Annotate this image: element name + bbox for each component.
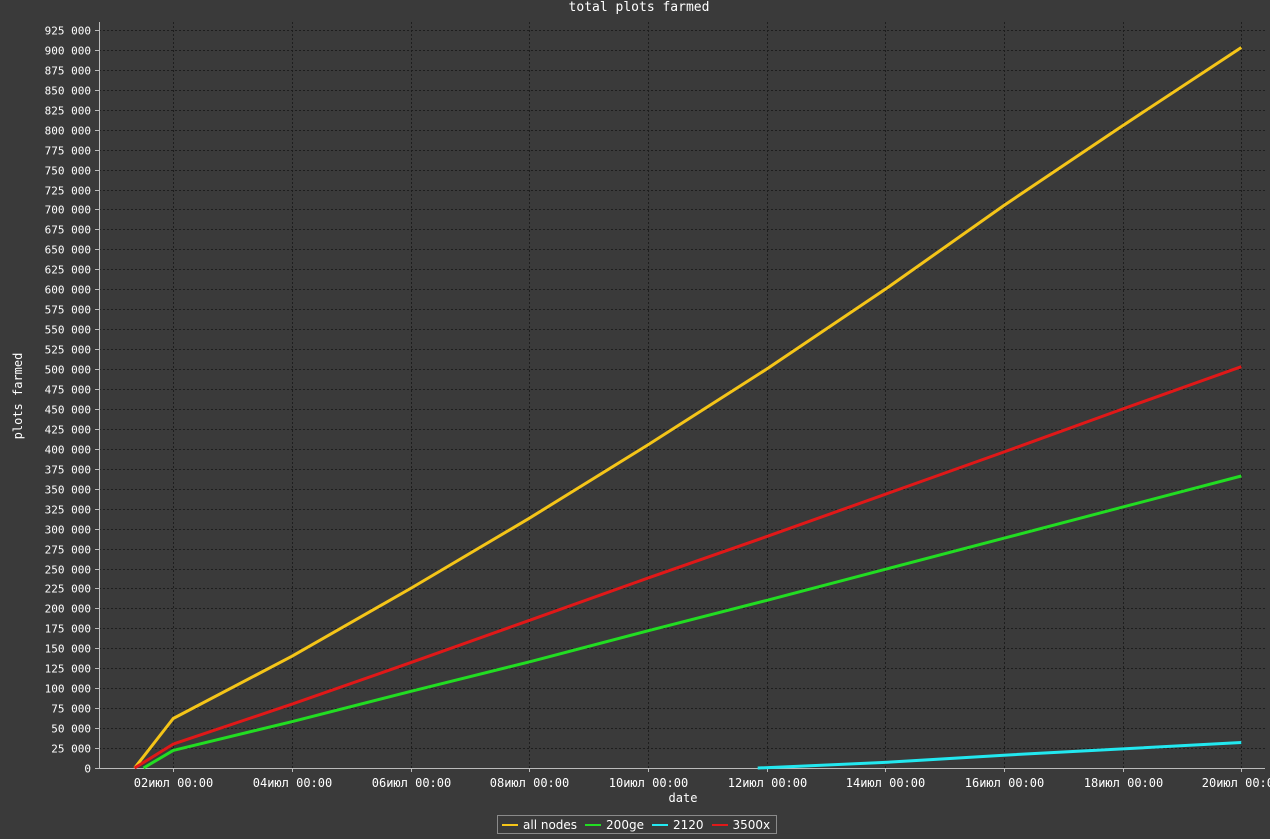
- series-line-2120: [757, 741, 1242, 770]
- y-tick-label: 225 000: [45, 583, 91, 596]
- y-tick-label: 750 000: [45, 165, 91, 178]
- y-tick-label: 250 000: [45, 564, 91, 577]
- legend-swatch-all-nodes: [502, 823, 518, 826]
- y-axis-label: plots farmed: [11, 353, 25, 440]
- y-tick-label: 825 000: [45, 105, 91, 118]
- legend-swatch-200ge: [585, 823, 602, 826]
- y-tick-label: 300 000: [45, 524, 91, 537]
- legend-item-3500x: 3500x: [711, 817, 771, 832]
- x-tick-label: 08июл 00:00: [490, 776, 569, 790]
- y-tick-label: 800 000: [45, 125, 91, 138]
- x-tick-label: 04июл 00:00: [253, 776, 332, 790]
- y-tick-label: 875 000: [45, 65, 91, 78]
- y-tick-label: 75 000: [51, 703, 91, 716]
- series-line-3500x: [133, 365, 1242, 770]
- y-tick-label: 650 000: [45, 244, 91, 257]
- series-layer: [133, 46, 1243, 770]
- legend-swatch-3500x: [711, 823, 728, 826]
- y-tick-label: 425 000: [45, 424, 91, 437]
- y-tick-label: 575 000: [45, 304, 91, 317]
- y-tick-label: 725 000: [45, 185, 91, 198]
- x-tick-label: 12июл 00:00: [728, 776, 807, 790]
- legend-item-2120: 2120: [651, 817, 704, 832]
- legend-label-200ge: 200ge: [606, 817, 644, 832]
- y-tick-label: 325 000: [45, 504, 91, 517]
- y-tick-label: 925 000: [45, 25, 91, 38]
- y-tick-label: 275 000: [45, 544, 91, 557]
- y-tick-label: 100 000: [45, 683, 91, 696]
- y-tick-label: 900 000: [45, 45, 91, 58]
- y-tick-label: 150 000: [45, 643, 91, 656]
- legend-item-all-nodes: all nodes: [502, 818, 577, 832]
- chart-title: total plots farmed: [569, 0, 710, 15]
- x-tick-label: 10июл 00:00: [609, 776, 688, 790]
- y-tick-label: 700 000: [45, 204, 91, 217]
- y-tick-label: 400 000: [45, 444, 91, 457]
- y-tick-label: 525 000: [45, 344, 91, 357]
- y-tick-label: 550 000: [45, 324, 91, 337]
- axes-layer: 0 25 000 50 000 75 000 100 000 125 000 150 000…: [45, 22, 1270, 790]
- x-tick-label: 18июл 00:00: [1084, 776, 1163, 790]
- chart-legend: all nodes 200ge 2120 3500x: [497, 815, 778, 834]
- y-tick-label: 500 000: [45, 364, 91, 377]
- y-tick-label: 175 000: [45, 623, 91, 636]
- y-tick-label: 0: [84, 763, 91, 776]
- legend-label-3500x: 3500x: [732, 817, 771, 832]
- y-tick-label: 125 000: [45, 663, 91, 676]
- y-tick-label: 850 000: [45, 85, 91, 98]
- x-tick-label: 06июл 00:00: [372, 776, 451, 790]
- y-tick-label: 50 000: [51, 723, 91, 736]
- series-line-all-nodes: [133, 46, 1243, 769]
- y-tick-label: 375 000: [45, 464, 91, 477]
- y-tick-label: 350 000: [45, 484, 91, 497]
- legend-item-200ge: 200ge: [585, 818, 644, 832]
- y-tick-label: 775 000: [45, 145, 91, 158]
- x-axis-label: date: [669, 791, 698, 805]
- legend-label-2120: 2120: [672, 817, 704, 832]
- x-tick-label: 02июл 00:00: [134, 776, 213, 790]
- legend-label-all-nodes: all nodes: [523, 817, 578, 832]
- y-tick-label: 25 000: [51, 743, 91, 756]
- grid-layer: [99, 22, 1265, 769]
- legend-swatch-2120: [651, 823, 668, 826]
- x-tick-label: 16июл 00:00: [965, 776, 1044, 790]
- y-tick-label: 625 000: [45, 264, 91, 277]
- y-tick-label: 450 000: [45, 404, 91, 417]
- y-tick-label: 675 000: [45, 224, 91, 237]
- x-tick-label: 20июл 00:00: [1202, 776, 1270, 790]
- y-tick-label: 475 000: [45, 384, 91, 397]
- y-tick-label: 200 000: [45, 603, 91, 616]
- series-line-200ge: [142, 474, 1242, 770]
- y-tick-label: 600 000: [45, 284, 91, 297]
- x-tick-label: 14июл 00:00: [846, 776, 925, 790]
